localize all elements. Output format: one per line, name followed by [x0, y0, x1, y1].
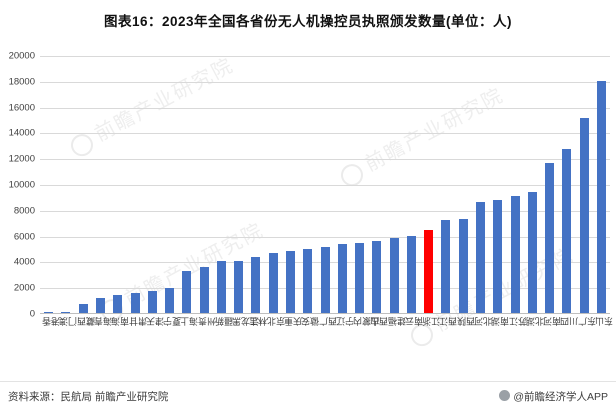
y-axis-tick-label: 8000	[13, 205, 35, 217]
y-axis-tick-label: 12000	[8, 153, 35, 165]
y-axis-tick-label: 6000	[13, 231, 35, 243]
plot-area: 0 2000 4000 6000 8000 10000 12000 14000 16000 180…	[9, 51, 614, 327]
gridline	[40, 236, 610, 238]
x-axis-category-label: 澳门	[59, 316, 79, 326]
x-axis-category-label: 上海	[180, 316, 200, 326]
bar	[406, 236, 416, 313]
x-axis-category-label: 广东	[577, 316, 597, 326]
bar	[44, 312, 54, 313]
x-axis-category-label: 海南	[111, 316, 131, 326]
y-axis-tick-label: 2000	[13, 282, 35, 294]
x-axis-category-label: 吉林	[249, 316, 269, 326]
gridline	[40, 107, 610, 109]
bar	[355, 242, 365, 313]
bar	[475, 201, 485, 313]
x-axis-category-label: 湖南	[491, 316, 511, 326]
bar	[268, 253, 278, 313]
bar	[389, 238, 399, 313]
bar-highlighted	[424, 230, 434, 313]
bar	[562, 149, 572, 313]
bar	[182, 270, 192, 313]
source-note: 资料来源：民航局 前瞻产业研究院	[8, 391, 169, 403]
x-axis-category-label: 陕西	[456, 316, 476, 326]
bar	[527, 192, 537, 313]
bar	[216, 261, 226, 313]
bar	[147, 290, 157, 313]
bar	[113, 295, 123, 313]
gridline	[40, 159, 610, 161]
bar	[199, 266, 209, 313]
x-axis-category-label: 北京	[266, 316, 286, 326]
bar	[303, 249, 313, 313]
y-axis-tick-label: 16000	[8, 102, 35, 114]
x-axis-category-label: 安徽	[301, 316, 321, 326]
x-axis-category-label: 江西	[439, 316, 459, 326]
y-axis-tick-label: 10000	[8, 179, 35, 191]
x-axis-category-label: 山西	[370, 316, 390, 326]
bar	[493, 199, 503, 313]
gridline	[40, 133, 610, 135]
bar	[337, 244, 347, 313]
bar	[372, 241, 382, 313]
x-axis-category-label: 广西	[318, 316, 338, 326]
y-axis-tick-label: 0	[29, 308, 35, 320]
gridline	[40, 56, 610, 57]
brand-note: @前瞻经济学人APP	[499, 389, 608, 404]
y-axis-tick-label: 20000	[8, 50, 35, 62]
chart-title: 图表16：2023年全国各省份无人机操控员执照颁发数量(单位：人)	[103, 14, 513, 29]
x-axis-category-label: 四川	[560, 316, 580, 326]
bar	[545, 163, 555, 313]
bar	[78, 303, 88, 313]
x-axis-category-label: 山东	[594, 316, 614, 326]
bar	[596, 80, 606, 313]
bar	[441, 220, 451, 313]
x-axis-category-label: 江苏	[508, 316, 528, 326]
bar	[510, 195, 520, 313]
x-axis-line	[40, 313, 610, 314]
gridline	[40, 210, 610, 212]
bar	[320, 246, 330, 313]
bar	[61, 312, 71, 313]
bar	[165, 287, 175, 313]
bar	[95, 297, 105, 313]
qianzhan-app-logo-icon	[499, 390, 511, 401]
bar	[458, 219, 468, 313]
x-axis-category-label: 西藏	[76, 316, 96, 326]
x-axis-category-label: 甘肃	[128, 316, 148, 326]
gridline	[40, 185, 610, 186]
x-axis-category-label: 贵州	[197, 316, 217, 326]
bar	[285, 251, 295, 313]
gridline	[40, 81, 610, 83]
x-axis-category-label: 福建	[387, 316, 407, 326]
y-axis-tick-label: 4000	[13, 256, 35, 268]
bar	[234, 260, 244, 313]
bar	[579, 118, 589, 313]
footer: 资料来源：民航局 前瞻产业研究院 @前瞻经济学人APP	[0, 381, 616, 407]
bar	[130, 292, 140, 313]
bar	[251, 256, 261, 313]
y-axis-tick-label: 14000	[8, 127, 35, 139]
y-axis-tick-label: 18000	[8, 76, 35, 88]
